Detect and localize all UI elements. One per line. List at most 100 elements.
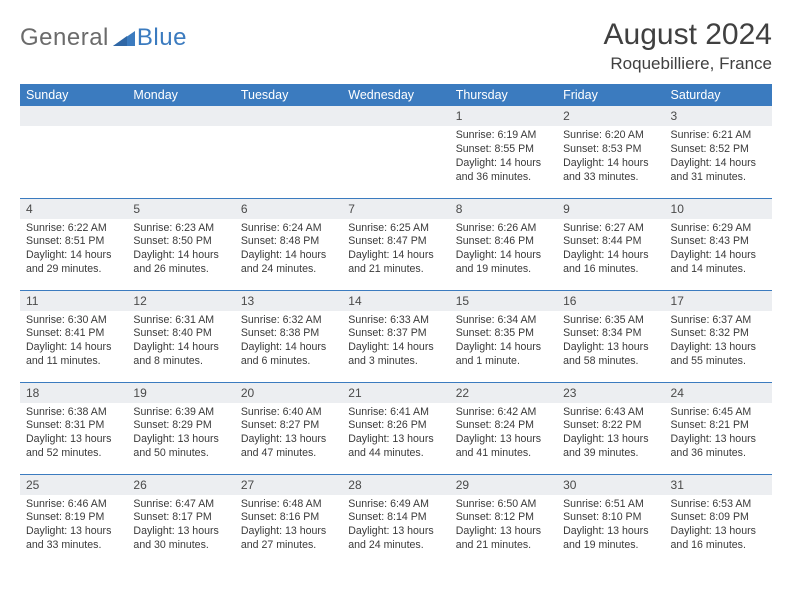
sunrise-text: Sunrise: 6:32 AM — [241, 314, 336, 328]
daylight-text: and 6 minutes. — [241, 355, 336, 369]
day-number: 4 — [20, 199, 127, 219]
weekday-header: Tuesday — [235, 84, 342, 106]
sunset-text: Sunset: 8:37 PM — [348, 327, 443, 341]
sunrise-text: Sunrise: 6:27 AM — [563, 222, 658, 236]
triangle-icon — [113, 29, 135, 47]
sunset-text: Sunset: 8:48 PM — [241, 235, 336, 249]
calendar-cell: 23Sunrise: 6:43 AMSunset: 8:22 PMDayligh… — [557, 382, 664, 474]
day-details: Sunrise: 6:26 AMSunset: 8:46 PMDaylight:… — [450, 219, 557, 282]
daylight-text: Daylight: 13 hours — [133, 525, 228, 539]
day-details: Sunrise: 6:51 AMSunset: 8:10 PMDaylight:… — [557, 495, 664, 558]
sunset-text: Sunset: 8:35 PM — [456, 327, 551, 341]
sunset-text: Sunset: 8:46 PM — [456, 235, 551, 249]
daylight-text: and 44 minutes. — [348, 447, 443, 461]
brand-word2: Blue — [137, 24, 187, 52]
day-details: Sunrise: 6:22 AMSunset: 8:51 PMDaylight:… — [20, 219, 127, 282]
day-details: Sunrise: 6:25 AMSunset: 8:47 PMDaylight:… — [342, 219, 449, 282]
calendar-cell: 9Sunrise: 6:27 AMSunset: 8:44 PMDaylight… — [557, 198, 664, 290]
daylight-text: and 36 minutes. — [456, 171, 551, 185]
calendar-cell — [127, 106, 234, 198]
day-details: Sunrise: 6:34 AMSunset: 8:35 PMDaylight:… — [450, 311, 557, 374]
day-number: 31 — [665, 475, 772, 495]
daylight-text: Daylight: 14 hours — [241, 341, 336, 355]
daylight-text: and 24 minutes. — [348, 539, 443, 553]
daylight-text: and 36 minutes. — [671, 447, 766, 461]
day-number: 18 — [20, 383, 127, 403]
calendar-week-row: 25Sunrise: 6:46 AMSunset: 8:19 PMDayligh… — [20, 474, 772, 566]
sunrise-text: Sunrise: 6:46 AM — [26, 498, 121, 512]
daylight-text: and 27 minutes. — [241, 539, 336, 553]
daylight-text: and 47 minutes. — [241, 447, 336, 461]
daylight-text: Daylight: 13 hours — [241, 525, 336, 539]
daylight-text: and 14 minutes. — [671, 263, 766, 277]
daylight-text: Daylight: 14 hours — [26, 341, 121, 355]
calendar-page: General Blue August 2024 Roquebilliere, … — [0, 0, 792, 584]
calendar-cell: 16Sunrise: 6:35 AMSunset: 8:34 PMDayligh… — [557, 290, 664, 382]
sunset-text: Sunset: 8:26 PM — [348, 419, 443, 433]
daylight-text: and 39 minutes. — [563, 447, 658, 461]
sunset-text: Sunset: 8:14 PM — [348, 511, 443, 525]
calendar-week-row: 1Sunrise: 6:19 AMSunset: 8:55 PMDaylight… — [20, 106, 772, 198]
daylight-text: and 50 minutes. — [133, 447, 228, 461]
daylight-text: and 26 minutes. — [133, 263, 228, 277]
daylight-text: Daylight: 13 hours — [26, 525, 121, 539]
sunset-text: Sunset: 8:12 PM — [456, 511, 551, 525]
sunrise-text: Sunrise: 6:43 AM — [563, 406, 658, 420]
calendar-cell: 13Sunrise: 6:32 AMSunset: 8:38 PMDayligh… — [235, 290, 342, 382]
daylight-text: Daylight: 13 hours — [456, 525, 551, 539]
daylight-text: and 31 minutes. — [671, 171, 766, 185]
daylight-text: and 52 minutes. — [26, 447, 121, 461]
day-details — [127, 126, 234, 186]
day-details: Sunrise: 6:29 AMSunset: 8:43 PMDaylight:… — [665, 219, 772, 282]
daylight-text: and 41 minutes. — [456, 447, 551, 461]
sunset-text: Sunset: 8:10 PM — [563, 511, 658, 525]
weekday-header-row: Sunday Monday Tuesday Wednesday Thursday… — [20, 84, 772, 106]
calendar-cell: 15Sunrise: 6:34 AMSunset: 8:35 PMDayligh… — [450, 290, 557, 382]
calendar-cell: 26Sunrise: 6:47 AMSunset: 8:17 PMDayligh… — [127, 474, 234, 566]
day-details: Sunrise: 6:38 AMSunset: 8:31 PMDaylight:… — [20, 403, 127, 466]
daylight-text: Daylight: 13 hours — [563, 341, 658, 355]
daylight-text: and 24 minutes. — [241, 263, 336, 277]
daylight-text: Daylight: 13 hours — [456, 433, 551, 447]
calendar-cell: 19Sunrise: 6:39 AMSunset: 8:29 PMDayligh… — [127, 382, 234, 474]
sunrise-text: Sunrise: 6:39 AM — [133, 406, 228, 420]
weekday-header: Friday — [557, 84, 664, 106]
sunset-text: Sunset: 8:31 PM — [26, 419, 121, 433]
calendar-week-row: 11Sunrise: 6:30 AMSunset: 8:41 PMDayligh… — [20, 290, 772, 382]
day-number: 27 — [235, 475, 342, 495]
sunset-text: Sunset: 8:43 PM — [671, 235, 766, 249]
day-details: Sunrise: 6:46 AMSunset: 8:19 PMDaylight:… — [20, 495, 127, 558]
calendar-week-row: 4Sunrise: 6:22 AMSunset: 8:51 PMDaylight… — [20, 198, 772, 290]
day-details: Sunrise: 6:21 AMSunset: 8:52 PMDaylight:… — [665, 126, 772, 189]
daylight-text: and 1 minute. — [456, 355, 551, 369]
day-number: 28 — [342, 475, 449, 495]
day-number: 2 — [557, 106, 664, 126]
day-number: 7 — [342, 199, 449, 219]
sunset-text: Sunset: 8:52 PM — [671, 143, 766, 157]
day-number: 5 — [127, 199, 234, 219]
calendar-table: Sunday Monday Tuesday Wednesday Thursday… — [20, 84, 772, 566]
sunset-text: Sunset: 8:50 PM — [133, 235, 228, 249]
daylight-text: Daylight: 14 hours — [133, 249, 228, 263]
day-number: 9 — [557, 199, 664, 219]
day-number: 6 — [235, 199, 342, 219]
day-number — [235, 106, 342, 126]
day-number: 29 — [450, 475, 557, 495]
day-number: 26 — [127, 475, 234, 495]
sunrise-text: Sunrise: 6:41 AM — [348, 406, 443, 420]
day-details: Sunrise: 6:39 AMSunset: 8:29 PMDaylight:… — [127, 403, 234, 466]
daylight-text: Daylight: 14 hours — [456, 341, 551, 355]
daylight-text: and 21 minutes. — [348, 263, 443, 277]
calendar-cell — [235, 106, 342, 198]
day-details: Sunrise: 6:37 AMSunset: 8:32 PMDaylight:… — [665, 311, 772, 374]
sunrise-text: Sunrise: 6:30 AM — [26, 314, 121, 328]
day-details: Sunrise: 6:27 AMSunset: 8:44 PMDaylight:… — [557, 219, 664, 282]
sunrise-text: Sunrise: 6:33 AM — [348, 314, 443, 328]
daylight-text: Daylight: 13 hours — [563, 525, 658, 539]
daylight-text: Daylight: 14 hours — [456, 157, 551, 171]
daylight-text: Daylight: 14 hours — [456, 249, 551, 263]
calendar-cell: 4Sunrise: 6:22 AMSunset: 8:51 PMDaylight… — [20, 198, 127, 290]
daylight-text: Daylight: 13 hours — [671, 433, 766, 447]
daylight-text: Daylight: 14 hours — [671, 249, 766, 263]
day-number — [127, 106, 234, 126]
